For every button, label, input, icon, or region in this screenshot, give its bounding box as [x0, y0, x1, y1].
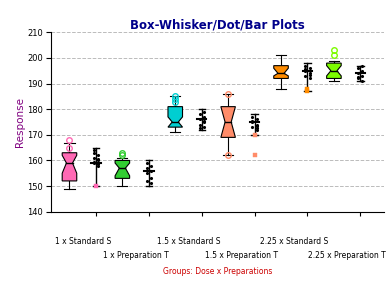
- Polygon shape: [115, 161, 130, 178]
- Text: 1.5 x Standard S: 1.5 x Standard S: [157, 237, 220, 246]
- Y-axis label: Response: Response: [15, 97, 25, 147]
- Polygon shape: [221, 107, 236, 137]
- Polygon shape: [274, 66, 288, 78]
- Polygon shape: [62, 153, 77, 181]
- Text: 1.5 x Preparation T: 1.5 x Preparation T: [205, 250, 278, 260]
- Text: 2.25 x Standard S: 2.25 x Standard S: [260, 237, 328, 246]
- Polygon shape: [168, 107, 183, 127]
- Text: 2.25 x Preparation T: 2.25 x Preparation T: [308, 250, 386, 260]
- Text: Groups: Dose x Preparations: Groups: Dose x Preparations: [163, 267, 272, 276]
- Polygon shape: [327, 63, 341, 78]
- Title: Box-Whisker/Dot/Bar Plots: Box-Whisker/Dot/Bar Plots: [130, 18, 305, 31]
- Text: 1 x Standard S: 1 x Standard S: [54, 237, 111, 246]
- Text: 1 x Preparation T: 1 x Preparation T: [103, 250, 169, 260]
